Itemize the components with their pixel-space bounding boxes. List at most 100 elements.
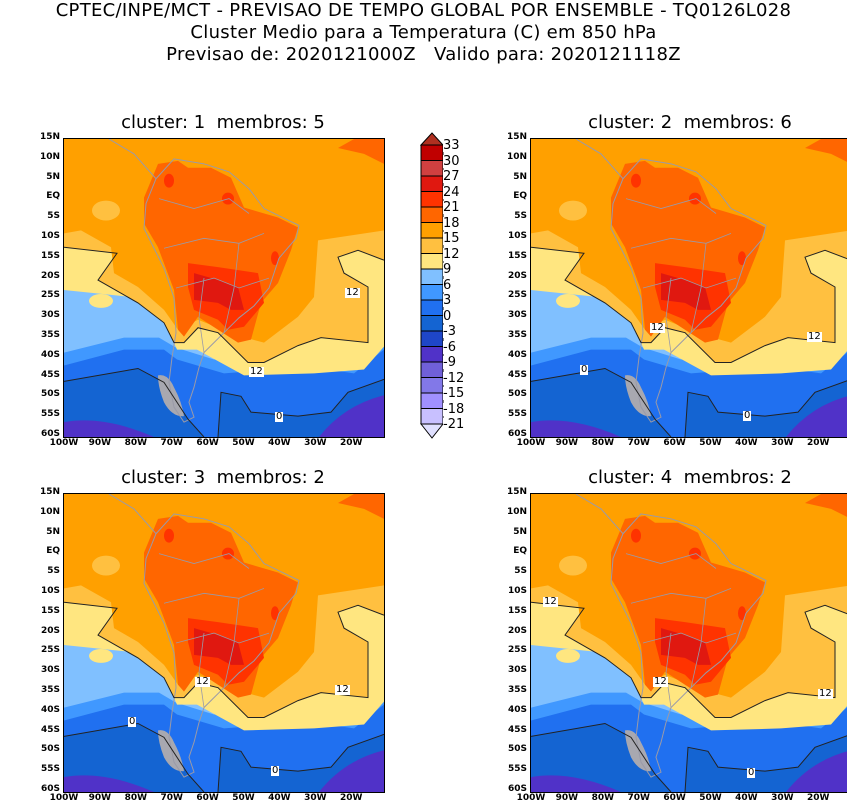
lon-tick-label: 80W bbox=[124, 793, 148, 803]
shaded-band-neg6-neg3-sw bbox=[64, 775, 154, 792]
colorbar-label: -18 bbox=[443, 401, 465, 417]
country-border bbox=[625, 198, 717, 214]
contour-label: 0 bbox=[271, 765, 280, 776]
lat-tick-label: 10S bbox=[507, 586, 527, 596]
lat-tick-label: 10N bbox=[39, 151, 60, 162]
colorbar-swatch bbox=[420, 346, 444, 363]
contour-label: 0 bbox=[747, 767, 756, 778]
colorbar-label: 21 bbox=[443, 200, 460, 215]
lat-tick-label: 10N bbox=[39, 506, 60, 517]
country-border bbox=[163, 587, 265, 604]
contour-label: 12 bbox=[650, 322, 665, 333]
lat-tick-label: 55S bbox=[507, 764, 527, 775]
lat-tick-label: 15N bbox=[506, 487, 527, 497]
lon-tick-label: 30W bbox=[771, 793, 794, 803]
colorbar-swatch bbox=[420, 408, 444, 425]
lon-tick-label: 60W bbox=[663, 438, 686, 448]
contour-label: 12 bbox=[335, 684, 350, 695]
shaded-band-neg6-neg3-se bbox=[786, 396, 847, 437]
contour-label: 0 bbox=[275, 411, 284, 422]
lat-tick-label: 15S bbox=[507, 250, 527, 261]
colorbar-label: 6 bbox=[443, 277, 452, 293]
country-border bbox=[198, 633, 205, 708]
lat-tick-label: EQ bbox=[46, 546, 60, 557]
country-border bbox=[158, 553, 250, 569]
lon-tick-label: 90W bbox=[555, 438, 579, 448]
colorbar-label: -9 bbox=[443, 355, 456, 370]
lat-tick-label: 50S bbox=[40, 389, 60, 400]
lon-tick-label: 40W bbox=[268, 438, 291, 448]
map-panel-cluster-4: 12 12 12 0 15N 10N 5N EQ 5S 10S 15S 20S 25S 30S 35S 40S… bbox=[507, 487, 847, 803]
contour-12-line bbox=[64, 601, 384, 718]
colorbar-label: 3 bbox=[443, 293, 452, 308]
lat-tick-label: 30S bbox=[40, 310, 60, 321]
lon-tick-label: 100W bbox=[516, 793, 546, 803]
colorbar-swatch bbox=[420, 284, 444, 301]
colorbar-swatch bbox=[420, 206, 444, 223]
shaded-band-12-15-blob-a bbox=[559, 555, 587, 576]
map-panel-cluster-3: 12 12 0 0 15N 10N 5N EQ 5S 10S 15S 20S 25S 30S 35S 40S 4… bbox=[40, 487, 385, 803]
shaded-band-9-12-blob bbox=[89, 648, 113, 663]
lat-tick-label: 35S bbox=[40, 330, 60, 340]
colorbar-label: -21 bbox=[443, 417, 465, 432]
coastline-central-america bbox=[108, 494, 157, 535]
lat-tick-label: 45S bbox=[507, 369, 527, 380]
coastline-central-america bbox=[575, 494, 624, 535]
lon-tick-label: 50W bbox=[232, 793, 255, 803]
lat-tick-label: 20S bbox=[40, 270, 60, 281]
lat-tick-label: 10N bbox=[506, 506, 527, 517]
lat-tick-label: 35S bbox=[40, 685, 60, 695]
colorbar-swatch bbox=[420, 191, 444, 208]
lat-tick-label: 5N bbox=[46, 171, 60, 182]
contour-label: 12 bbox=[345, 287, 360, 298]
colorbar-label: 33 bbox=[443, 138, 460, 153]
colorbar-swatch bbox=[420, 299, 444, 316]
coastline bbox=[610, 158, 767, 423]
lat-tick-label: 45S bbox=[40, 369, 60, 380]
shaded-band-12-15-blob-a bbox=[92, 200, 120, 221]
lat-tick-label: 25S bbox=[40, 290, 60, 301]
lat-tick-label: 5S bbox=[47, 566, 60, 577]
lat-tick-label: 20S bbox=[507, 270, 527, 281]
shaded-band-21-24-spot-c bbox=[738, 251, 746, 266]
shaded-band-12-15-blob-a bbox=[92, 555, 120, 576]
shaded-band-18-21-ne bbox=[805, 139, 847, 162]
lat-tick-label: 5S bbox=[47, 211, 60, 222]
shaded-band-18-21-ne bbox=[338, 139, 384, 164]
shaded-band-neg6-neg3-se bbox=[319, 395, 384, 437]
lat-tick-label: 35S bbox=[507, 330, 527, 340]
colorbar-label: 24 bbox=[443, 184, 460, 200]
lat-tick-label: 5N bbox=[513, 171, 527, 182]
shaded-band-18-21-ne bbox=[805, 494, 847, 517]
lat-tick-label: 15N bbox=[39, 132, 60, 142]
shaded-band-9-12-blob bbox=[556, 293, 580, 308]
lon-tick-label: 70W bbox=[627, 438, 650, 448]
patagonia-land bbox=[625, 730, 651, 772]
figure-subtitle: Cluster Medio para a Temperatura (C) em … bbox=[190, 22, 657, 43]
lat-tick-label: 30S bbox=[507, 665, 527, 676]
shaded-band-9-12-blob bbox=[89, 293, 113, 308]
contour-0-line bbox=[64, 722, 205, 792]
country-border bbox=[690, 598, 707, 688]
colorbar-label: -12 bbox=[443, 370, 465, 386]
colorbar-swatch bbox=[420, 377, 444, 394]
lat-tick-label: 40S bbox=[40, 349, 60, 360]
contour-label: 12 bbox=[807, 331, 822, 342]
colorbar-swatch bbox=[420, 315, 444, 332]
country-border bbox=[158, 198, 250, 214]
lat-tick-label: 20S bbox=[507, 625, 527, 636]
lon-tick-label: 100W bbox=[516, 438, 546, 448]
contour-label: 0 bbox=[128, 716, 137, 727]
figure-dates: Previsao de: 2020121000Z Valido para: 20… bbox=[166, 44, 681, 65]
contour-12-line bbox=[531, 601, 847, 718]
shaded-band-21-24-spot-a bbox=[631, 173, 641, 188]
colorbar bbox=[420, 132, 444, 439]
lat-tick-label: 10S bbox=[507, 231, 527, 241]
panel-3-title: cluster: 3 membros: 2 bbox=[121, 467, 325, 488]
country-border bbox=[163, 232, 265, 249]
lon-tick-label: 80W bbox=[591, 438, 615, 448]
country-border bbox=[630, 232, 732, 249]
contour-label: 0 bbox=[580, 364, 589, 375]
shaded-band-neg6-neg3-sw bbox=[531, 420, 621, 437]
contour-label: 12 bbox=[195, 676, 210, 687]
